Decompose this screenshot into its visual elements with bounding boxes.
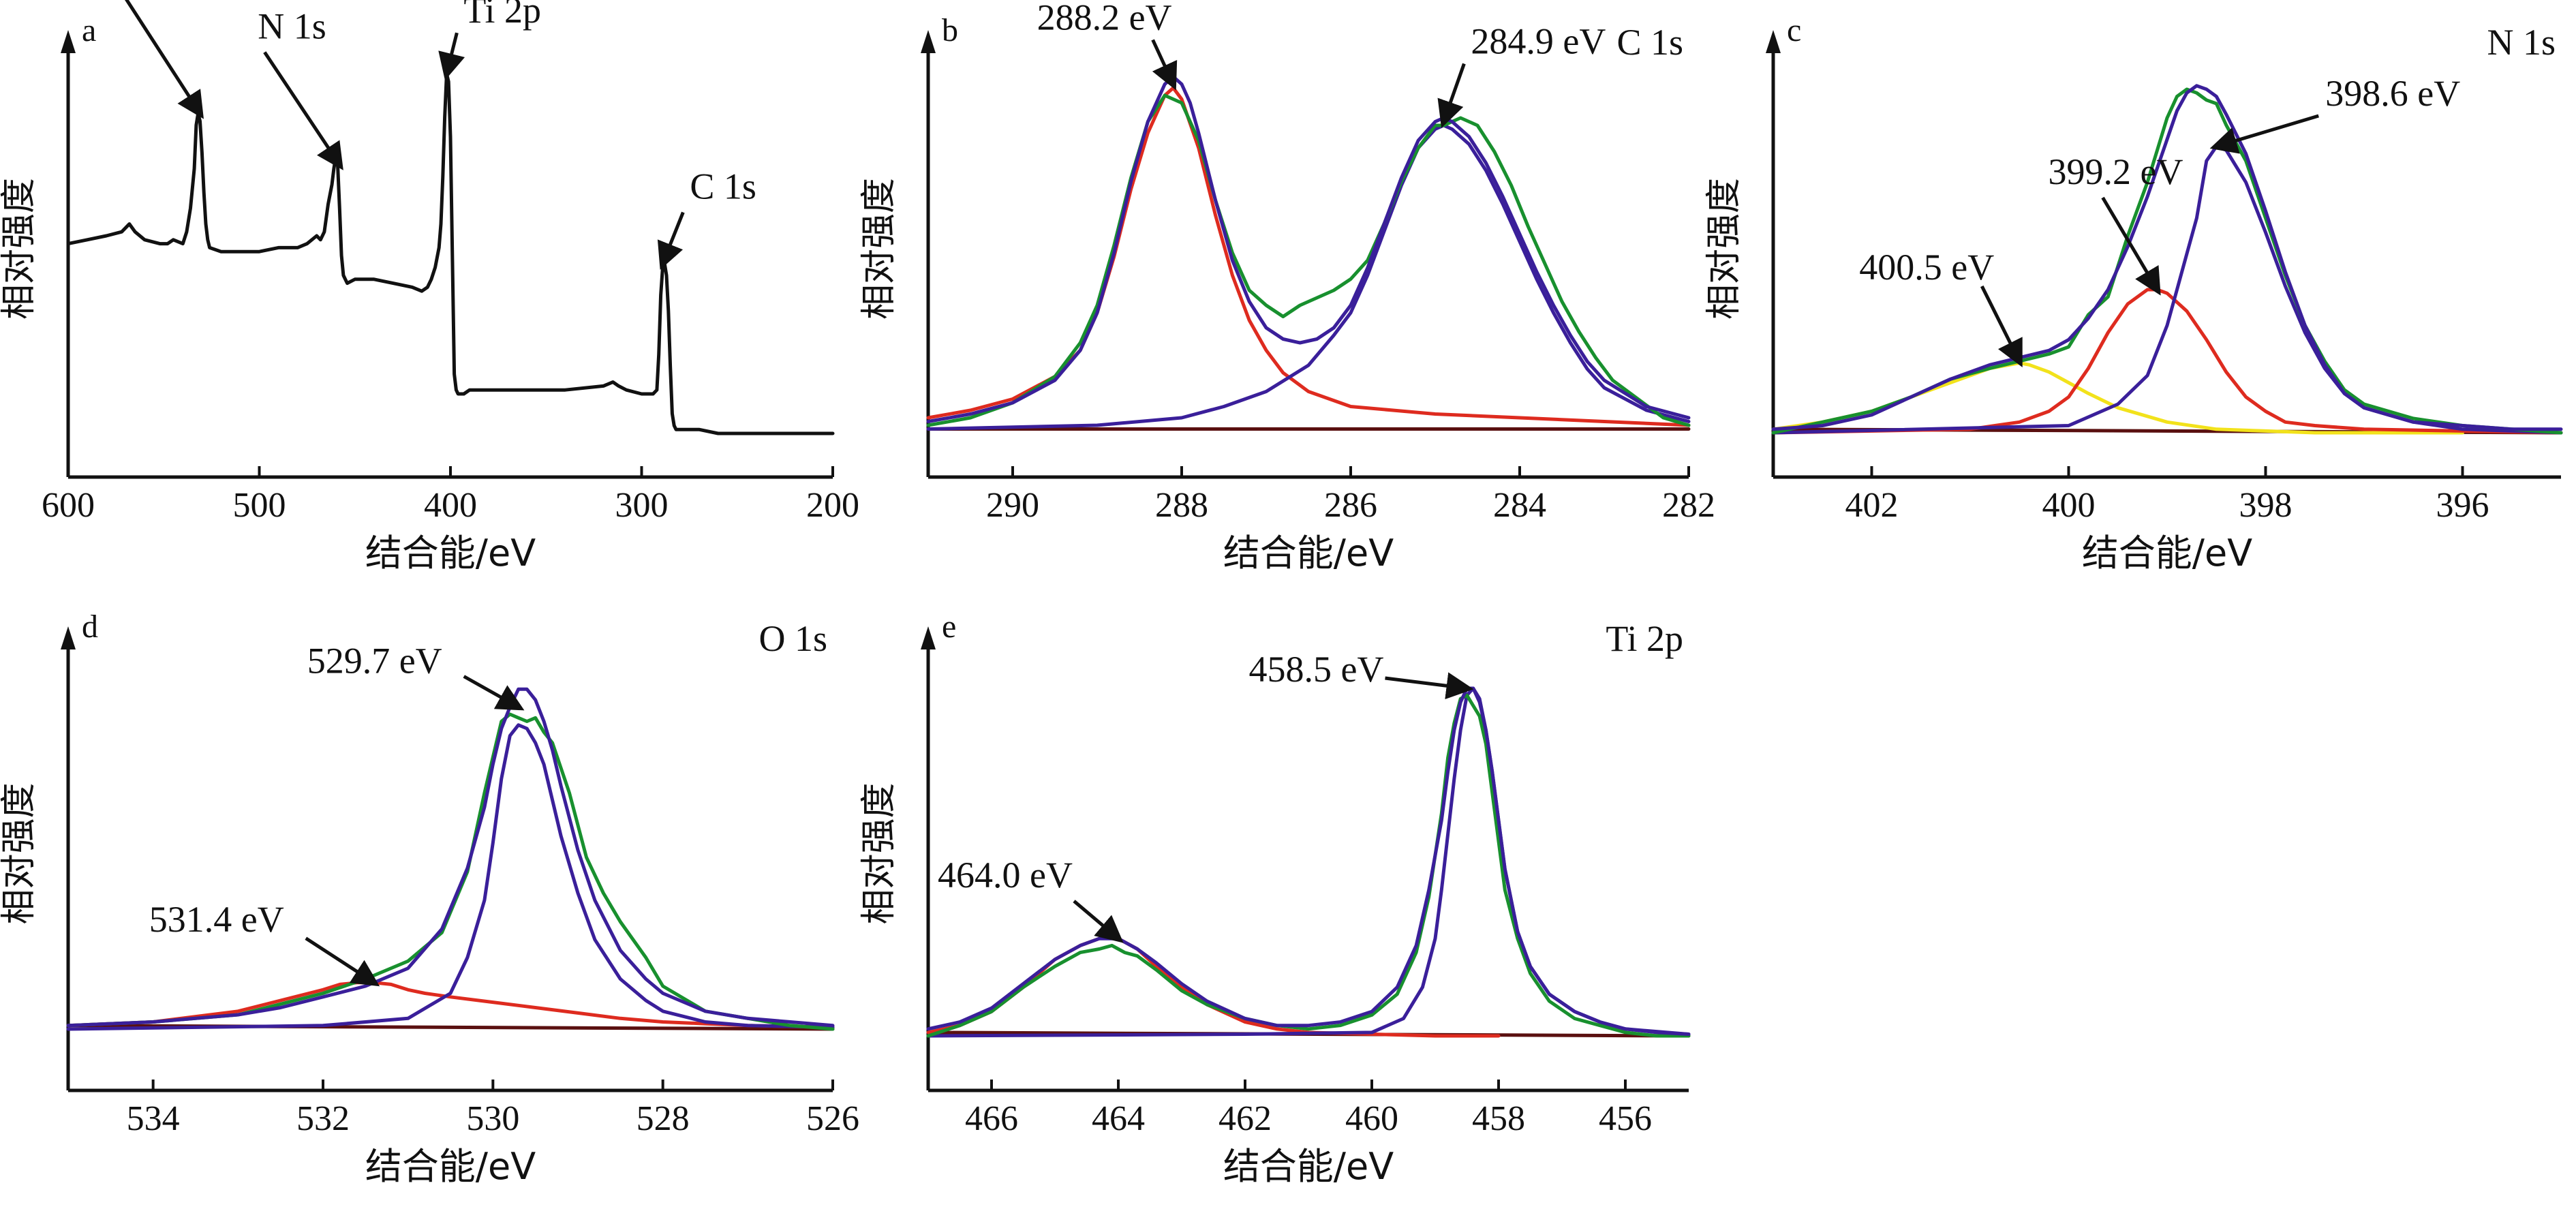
x-axis-label: 结合能/eV bbox=[1223, 532, 1394, 575]
x-tick-label: 284 bbox=[1493, 486, 1546, 525]
x-axis-label: 结合能/eV bbox=[365, 532, 536, 575]
x-tick-label: 526 bbox=[806, 1099, 859, 1138]
series-envelope-0 bbox=[926, 75, 1691, 423]
panel-letter: b bbox=[942, 12, 958, 48]
series-measured-1 bbox=[926, 693, 1691, 1038]
panel-c: c N 1s 402 400 398 396 结合能/eV 相对强度 398.6 eV 399.2… bbox=[1704, 12, 2563, 575]
series-component-2 bbox=[1771, 361, 2464, 435]
annotation-label: 288.2 eV bbox=[1037, 0, 1172, 38]
annotation-label: 398.6 eV bbox=[2325, 73, 2460, 114]
x-tick-label: 398 bbox=[2239, 486, 2293, 525]
y-axis-arrow bbox=[921, 30, 936, 53]
annotation-arrow bbox=[1437, 63, 1466, 128]
series-component-3 bbox=[1771, 288, 2563, 435]
panel-letter: a bbox=[82, 12, 96, 48]
annotation-arrow bbox=[1385, 672, 1474, 700]
panel-title: O 1s bbox=[758, 618, 827, 659]
x-tick-label: 600 bbox=[42, 486, 95, 525]
x-tick-label: 400 bbox=[2042, 486, 2096, 525]
annotation-label: 464.0 eV bbox=[938, 855, 1073, 896]
y-axis-label: 相对强度 bbox=[859, 178, 900, 320]
panel-d: d O 1s 534 532 530 528 526 结合能/eV 相对强度 529.7 eV 53… bbox=[0, 609, 859, 1188]
annotation-label: C 1s bbox=[690, 166, 756, 207]
x-tick-label: 400 bbox=[424, 486, 477, 525]
panel-e: e Ti 2p 466 464 462 460 458 456 结合能/eV 相对强度 458.5 … bbox=[859, 609, 1691, 1188]
x-tick-label: 286 bbox=[1324, 486, 1377, 525]
x-tick-label: 534 bbox=[127, 1099, 180, 1138]
panel-title: C 1s bbox=[1616, 22, 1683, 63]
annotation-label: 400.5 eV bbox=[1859, 247, 1994, 288]
series-envelope-0 bbox=[66, 687, 835, 1028]
annotation-label: 531.4 eV bbox=[149, 899, 284, 940]
panel-b: b C 1s 290 288 286 284 282 结合能/eV 相对强度 288.2 eV 28… bbox=[859, 0, 1715, 575]
x-tick-label: 402 bbox=[1845, 486, 1899, 525]
y-axis-arrow bbox=[921, 626, 936, 649]
annotation-arrow bbox=[2209, 114, 2319, 154]
series-measured-1 bbox=[1771, 87, 2563, 435]
annotation-arrow bbox=[2101, 196, 2161, 296]
annotation-arrow bbox=[1980, 285, 2023, 367]
annotation-label: 458.5 eV bbox=[1249, 649, 1384, 690]
annotation-arrow bbox=[125, 0, 204, 119]
annotation-label: 399.2 eV bbox=[2049, 151, 2183, 192]
series-measured-1 bbox=[926, 93, 1691, 427]
y-axis-label: 相对强度 bbox=[859, 782, 900, 924]
y-axis-label: 相对强度 bbox=[1704, 178, 1745, 320]
y-axis-label: 相对强度 bbox=[0, 782, 40, 924]
x-tick-label: 500 bbox=[233, 486, 286, 525]
x-tick-label: 464 bbox=[1092, 1099, 1145, 1138]
x-tick-label: 528 bbox=[637, 1099, 690, 1138]
y-axis-arrow bbox=[1766, 30, 1781, 53]
annotation-label: N 1s bbox=[258, 6, 326, 47]
x-axis-label: 结合能/eV bbox=[365, 1145, 536, 1188]
x-tick-label: 300 bbox=[615, 486, 669, 525]
x-tick-label: 288 bbox=[1155, 486, 1208, 525]
x-tick-label: 396 bbox=[2436, 486, 2489, 525]
y-axis-arrow bbox=[61, 626, 76, 649]
series-component-2 bbox=[66, 981, 835, 1029]
panel-letter: c bbox=[1787, 12, 1801, 48]
y-axis-arrow bbox=[61, 30, 76, 53]
series-component-3 bbox=[66, 723, 835, 1031]
x-axis-label: 结合能/eV bbox=[1223, 1145, 1394, 1188]
annotation-label: Ti 2p bbox=[463, 0, 541, 31]
x-tick-label: 200 bbox=[806, 486, 859, 525]
annotation-arrow bbox=[1151, 39, 1178, 91]
annotation-arrow bbox=[438, 32, 465, 80]
annotation-arrow bbox=[305, 936, 380, 987]
annotation-label: 284.9 eV bbox=[1471, 21, 1606, 62]
series-envelope-0 bbox=[1771, 84, 2563, 431]
x-tick-label: 458 bbox=[1472, 1099, 1525, 1138]
x-tick-label: 290 bbox=[986, 486, 1039, 525]
panel-title: N 1s bbox=[2487, 22, 2556, 63]
annotation-arrow bbox=[263, 51, 343, 170]
x-tick-label: 456 bbox=[1599, 1099, 1652, 1138]
annotation-arrow bbox=[1073, 900, 1124, 943]
series-component-2 bbox=[926, 86, 1691, 427]
annotation-label: 529.7 eV bbox=[307, 641, 442, 682]
annotation-arrow bbox=[463, 675, 525, 711]
y-axis-label: 相对强度 bbox=[0, 178, 40, 320]
panel-letter: e bbox=[942, 609, 956, 645]
series-measured-1 bbox=[66, 712, 835, 1031]
x-tick-label: 532 bbox=[296, 1099, 350, 1138]
x-tick-label: 282 bbox=[1662, 486, 1715, 525]
panel-letter: d bbox=[82, 609, 98, 645]
x-tick-label: 460 bbox=[1345, 1099, 1398, 1138]
panel-title: Ti 2p bbox=[1606, 618, 1683, 659]
x-axis-label: 结合能/eV bbox=[2082, 532, 2252, 575]
annotation-arrow bbox=[657, 211, 685, 270]
x-tick-label: 462 bbox=[1218, 1099, 1272, 1138]
x-tick-label: 530 bbox=[466, 1099, 519, 1138]
series-survey-0 bbox=[66, 72, 835, 435]
x-tick-label: 466 bbox=[965, 1099, 1018, 1138]
